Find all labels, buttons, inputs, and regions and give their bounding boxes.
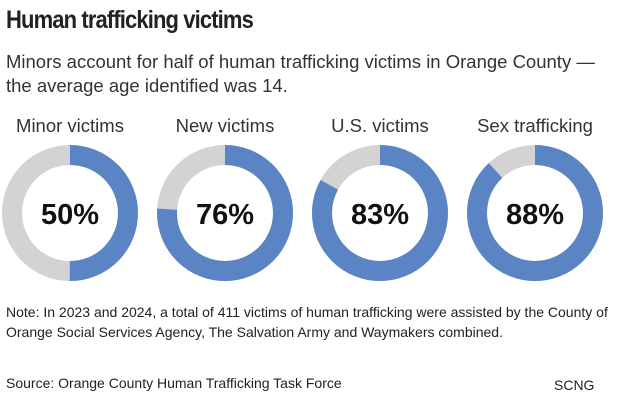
donut-value-label: 83%	[351, 199, 409, 231]
credit: SCNG	[554, 377, 595, 393]
note: Note: In 2023 and 2024, a total of 411 v…	[6, 304, 608, 340]
donut-value-label: 76%	[196, 199, 254, 231]
chart-title: Human trafficking victims	[6, 6, 254, 34]
donut-label: Sex trafficking	[477, 115, 593, 136]
donut-label: U.S. victims	[331, 115, 429, 136]
donut-label: New victims	[176, 115, 275, 136]
donut-value-label: 50%	[41, 199, 99, 231]
donut-value-arc	[2, 145, 138, 281]
source: Source: Orange County Human Trafficking …	[6, 375, 342, 391]
chart-subtitle: Minors account for half of human traffic…	[6, 51, 595, 96]
donut-value-arc	[467, 145, 603, 281]
donut-charts: Minor victims 50% New victims 76% U.S. victi…	[2, 115, 603, 281]
donut-label: Minor victims	[16, 115, 124, 136]
donut-value-label: 88%	[506, 199, 564, 231]
donut-value-arc	[312, 145, 448, 281]
donut-value-arc	[157, 145, 293, 281]
